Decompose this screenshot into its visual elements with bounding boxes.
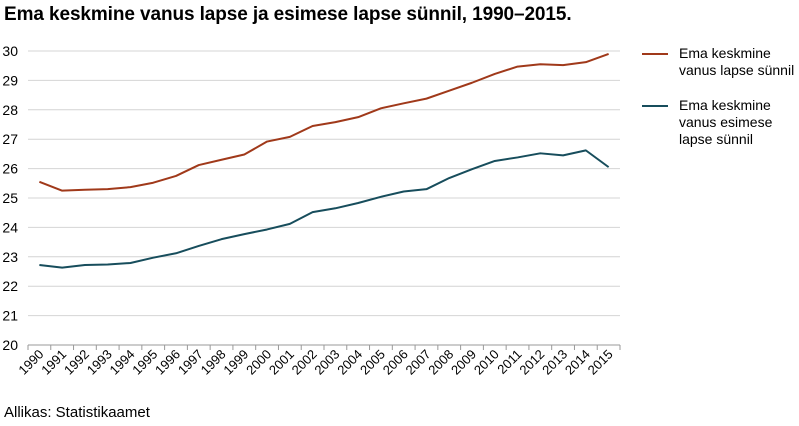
source-note: Allikas: Statistikaamet bbox=[4, 404, 150, 421]
chart-title: Ema keskmine vanus lapse ja esimese laps… bbox=[4, 4, 572, 25]
x-tick-label: 2011 bbox=[494, 347, 524, 377]
legend-label-series-1: Ema keskmine vanus lapse sünnil bbox=[679, 45, 795, 78]
y-tick-label: 28 bbox=[2, 102, 18, 118]
legend-swatch-series-2 bbox=[642, 105, 668, 107]
y-tick-label: 30 bbox=[2, 43, 18, 59]
y-tick-label: 24 bbox=[2, 219, 18, 235]
y-tick-label: 25 bbox=[2, 190, 18, 206]
y-axis-tick-labels: 20 21 22 23 24 25 26 27 28 29 30 bbox=[2, 43, 18, 353]
y-tick-label: 20 bbox=[2, 337, 18, 353]
series-line-1 bbox=[39, 52, 609, 192]
series-line-2 bbox=[39, 149, 610, 269]
series-lines bbox=[39, 52, 610, 269]
legend-swatch-series-1 bbox=[642, 53, 668, 55]
y-tick-label: 26 bbox=[2, 161, 18, 177]
y-tick-label: 29 bbox=[2, 72, 18, 88]
x-axis bbox=[27, 344, 621, 350]
y-tick-label: 22 bbox=[2, 278, 18, 294]
y-tick-label: 21 bbox=[2, 308, 18, 324]
x-tick-label: 2015 bbox=[585, 347, 616, 378]
legend-item-series-2: Ema keskmine vanus esimese lapse sünnil bbox=[642, 97, 799, 148]
grid-lines bbox=[28, 50, 620, 346]
y-tick-label: 23 bbox=[2, 249, 18, 265]
legend-label-series-2: Ema keskmine vanus esimese lapse sünnil bbox=[679, 97, 773, 147]
y-tick-label: 27 bbox=[2, 131, 18, 147]
x-axis-tick-labels: 1990199119921993199419951996199719981999… bbox=[15, 347, 615, 378]
legend-item-series-1: Ema keskmine vanus lapse sünnil bbox=[642, 45, 799, 79]
